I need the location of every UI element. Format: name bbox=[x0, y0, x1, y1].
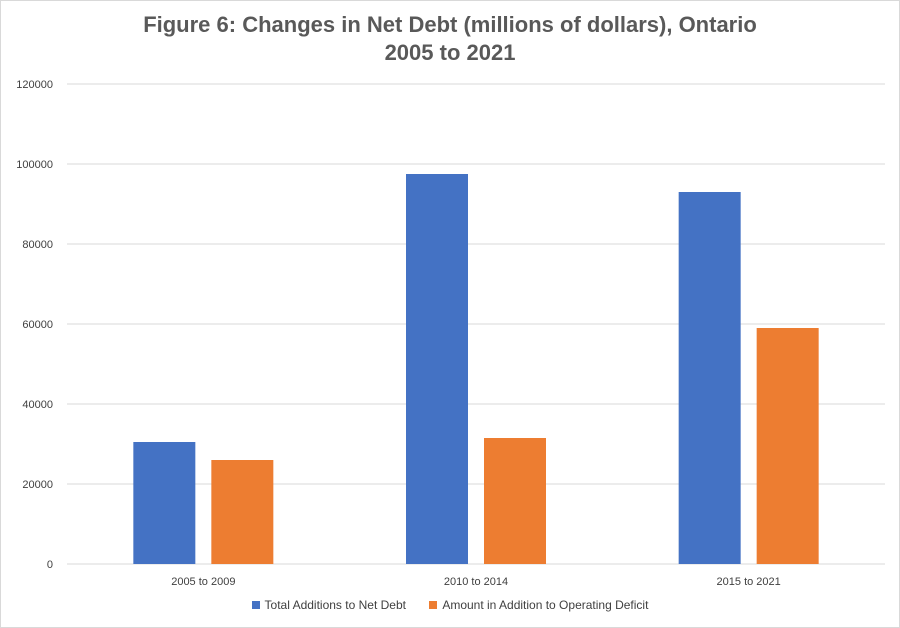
bar-operating-deficit bbox=[484, 438, 546, 564]
chart-legend: Total Additions to Net Debt Amount in Ad… bbox=[1, 598, 899, 612]
chart-title: Figure 6: Changes in Net Debt (millions … bbox=[1, 11, 899, 67]
y-tick-label: 0 bbox=[47, 559, 53, 571]
y-tick-label: 120000 bbox=[16, 79, 53, 91]
legend-label-operating-deficit: Amount in Addition to Operating Deficit bbox=[442, 598, 649, 612]
bar-total-additions bbox=[678, 192, 741, 564]
x-tick-label: 2015 to 2021 bbox=[717, 576, 781, 588]
chart-title-line1: Figure 6: Changes in Net Debt (millions … bbox=[143, 12, 757, 37]
y-tick-label: 20000 bbox=[22, 479, 53, 491]
legend-label-total-additions: Total Additions to Net Debt bbox=[264, 598, 406, 612]
bar-total-additions bbox=[133, 442, 196, 564]
y-tick-label: 60000 bbox=[22, 319, 53, 331]
chart-title-line2: 2005 to 2021 bbox=[384, 40, 516, 65]
legend-item-operating-deficit: Amount in Addition to Operating Deficit bbox=[429, 598, 648, 612]
legend-swatch-operating-deficit bbox=[429, 601, 438, 609]
bar-operating-deficit bbox=[211, 460, 274, 564]
bar-operating-deficit bbox=[756, 328, 819, 564]
legend-swatch-total-additions bbox=[251, 601, 260, 609]
legend-item-total-additions: Total Additions to Net Debt bbox=[251, 598, 406, 612]
y-tick-label: 100000 bbox=[16, 159, 53, 171]
bar-total-additions bbox=[406, 174, 468, 564]
y-tick-label: 80000 bbox=[22, 239, 53, 251]
x-tick-label: 2005 to 2009 bbox=[171, 576, 235, 588]
x-tick-label: 2010 to 2014 bbox=[444, 576, 508, 588]
y-tick-label: 40000 bbox=[22, 399, 53, 411]
